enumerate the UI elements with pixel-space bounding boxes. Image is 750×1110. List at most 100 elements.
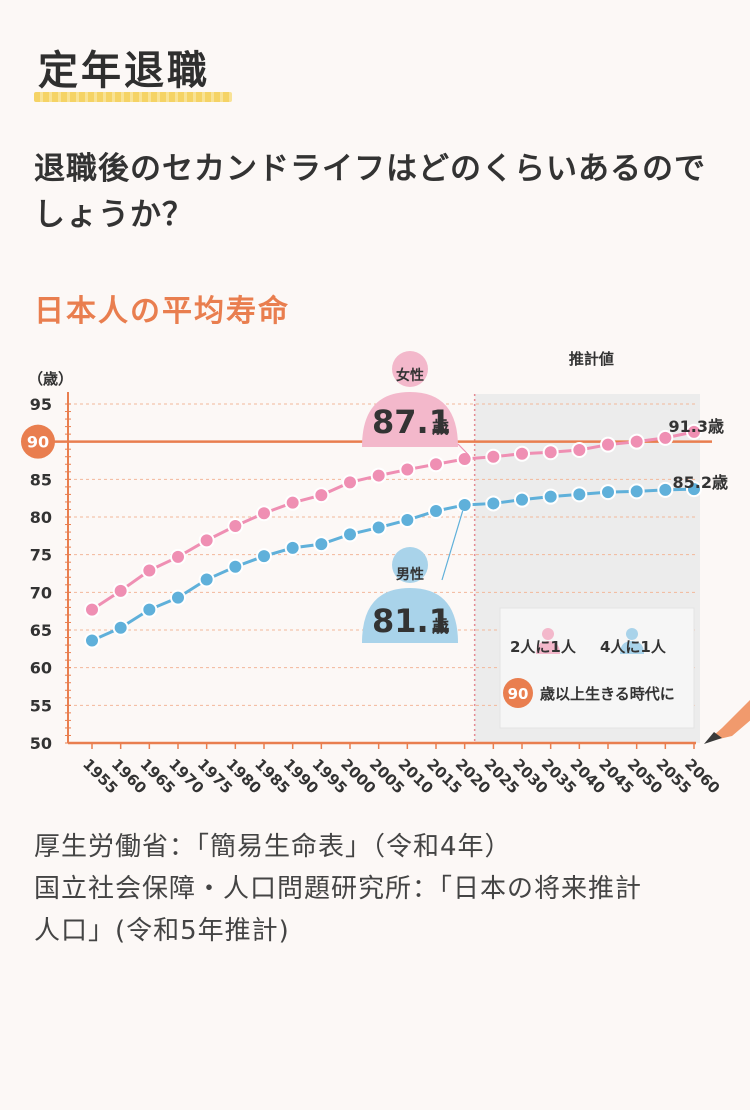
mini-head (542, 628, 554, 640)
data-point (313, 536, 330, 553)
pencil-icon (704, 700, 750, 744)
male-value: 81.1 (372, 602, 451, 640)
legend-caption: 歳以上生きる時代に (540, 685, 675, 703)
reference-badge-label: 90 (27, 433, 49, 452)
data-point (170, 589, 186, 606)
data-point (456, 450, 473, 467)
data-point (600, 484, 616, 501)
data-point (141, 601, 158, 618)
data-point (485, 448, 502, 465)
person-body (362, 588, 458, 643)
person-head (392, 547, 428, 583)
series-line-1 (91, 487, 695, 642)
data-point (542, 488, 559, 505)
sources: 厚生労働省：「簡易生命表」（令和4年） 国立社会保障・人口問題研究所：「日本の将… (34, 826, 724, 952)
y-tick-label: 75 (30, 546, 52, 565)
y-tick-label: 50 (30, 734, 52, 753)
data-point (112, 619, 129, 636)
data-point (84, 632, 100, 649)
data-point (256, 548, 272, 565)
mini-body (536, 641, 560, 654)
series-line-0 (91, 430, 695, 611)
data-point (657, 481, 674, 498)
y-tick-label: 80 (30, 508, 52, 527)
data-point (227, 558, 244, 575)
chart-svg: 推計値505560657075808595（歳）1955196019651970… (21, 350, 750, 797)
male-ratio: 4人に1人 (600, 638, 667, 656)
male-end-label: 85.2歳 (673, 473, 728, 492)
projection-label: 推計値 (569, 350, 614, 368)
data-point (600, 436, 616, 453)
reference-badge (21, 424, 55, 459)
female-value: 87.1 (372, 403, 451, 441)
person-body (362, 392, 458, 447)
data-point (514, 491, 530, 508)
data-point (112, 582, 129, 599)
source-line-2: 国立社会保障・人口問題研究所：「日本の将来推計 (34, 874, 643, 904)
y-tick-label: 55 (30, 696, 52, 715)
male-mini-figure (620, 628, 644, 654)
data-point (571, 486, 588, 503)
data-point (485, 495, 502, 512)
female-figure (362, 351, 458, 447)
data-point (256, 505, 272, 522)
data-point (370, 519, 387, 536)
person-head (392, 351, 428, 387)
data-point (370, 467, 387, 484)
female-end-label: 91.3歳 (669, 417, 724, 436)
data-point (428, 502, 444, 519)
life-expectancy-chart: 推計値 50 55 60 65 70 75 80 85 95 （歳） 1955 1960 1965 1970… (0, 340, 750, 810)
data-point (628, 433, 645, 450)
y-tick-label: 85 (30, 470, 52, 489)
data-point (313, 487, 330, 504)
y-tick-label: 70 (30, 583, 52, 602)
data-point (284, 494, 301, 511)
data-point (456, 496, 473, 513)
data-point (141, 562, 158, 579)
legend-box (499, 607, 695, 729)
female-label: 女性 (396, 367, 424, 384)
legend-badge (503, 678, 533, 708)
data-point (227, 518, 244, 535)
data-point (399, 512, 416, 529)
male-label: 男性 (396, 566, 424, 583)
page-title: 定年退職 (38, 48, 210, 94)
male-unit: 歳 (432, 616, 449, 637)
female-pointer (457, 443, 470, 456)
source-line-3: 人口」(令和5年推計) (34, 916, 290, 946)
male-figure (362, 547, 458, 643)
source-line-1: 厚生労働省：「簡易生命表」（令和4年） (34, 832, 512, 862)
data-point (198, 571, 215, 588)
data-point (399, 461, 416, 478)
mini-body (620, 641, 644, 654)
y-tick-label: 65 (30, 621, 52, 640)
pencil-tip (704, 732, 722, 744)
data-point (571, 441, 588, 458)
data-point (342, 526, 358, 543)
title-underline (34, 92, 232, 102)
pencil-body (706, 700, 750, 742)
y-tick-label: 60 (30, 659, 52, 678)
y-tick-label: 95 (30, 395, 52, 414)
data-point (686, 481, 702, 498)
male-pointer (441, 510, 464, 581)
female-unit: 歳 (432, 417, 449, 438)
data-point (514, 445, 530, 462)
data-point (284, 539, 301, 556)
y-axis-label: （歳） (28, 370, 73, 388)
data-point (342, 474, 358, 491)
data-point (84, 601, 100, 618)
mini-head (626, 628, 638, 640)
data-point (686, 423, 702, 440)
data-point (542, 444, 559, 461)
chart-subtitle: 日本人の平均寿命 (34, 294, 290, 329)
female-ratio: 2人に1人 (510, 638, 577, 656)
question-text: 退職後のセカンドライフはどのくらいあるのでしょうか？ (34, 151, 706, 233)
female-mini-figure (536, 628, 560, 654)
data-point (657, 429, 674, 446)
data-point (198, 532, 215, 549)
data-point (170, 548, 186, 565)
legend-badge-label: 90 (508, 685, 529, 703)
data-point (428, 456, 444, 473)
data-point (628, 483, 645, 500)
